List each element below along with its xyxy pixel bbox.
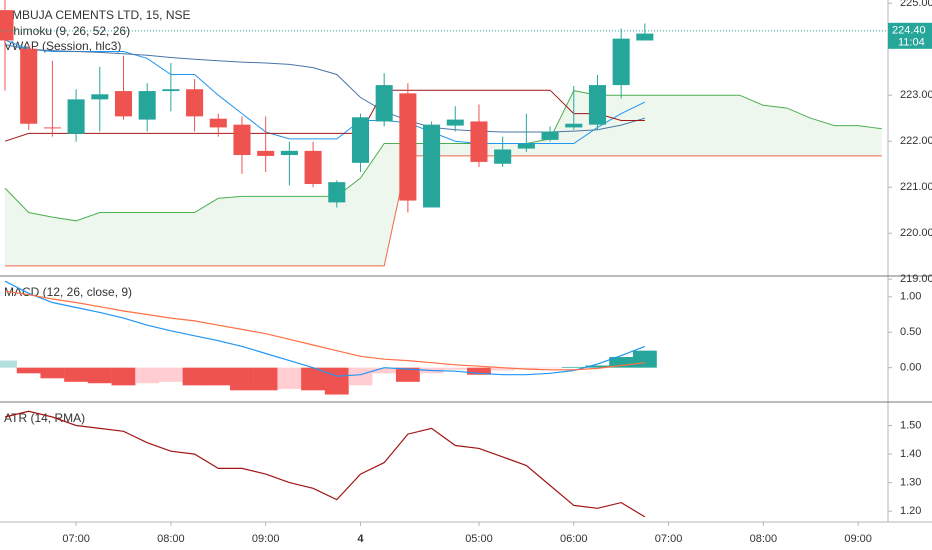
pane-title: ATR (14, RMA) — [4, 411, 85, 425]
y-tick-label: 225.00 — [900, 0, 932, 9]
histogram-bar — [87, 367, 112, 384]
x-tick-label: 08:00 — [157, 533, 185, 545]
histogram-bar — [372, 367, 397, 374]
histogram-bar — [253, 367, 278, 391]
x-tick-label: 05:00 — [465, 533, 493, 545]
candle-body — [636, 33, 654, 41]
histogram-bar — [395, 367, 420, 382]
candle-body — [91, 94, 109, 100]
histogram-bar — [111, 367, 136, 386]
candle-body — [233, 124, 251, 156]
candle-body — [541, 131, 559, 140]
y-tick-label: 221.00 — [900, 181, 932, 193]
candle-body — [257, 150, 275, 156]
histogram-bar — [514, 367, 539, 370]
histogram-bar — [443, 367, 468, 370]
candle-body — [162, 89, 180, 92]
macd-line — [4, 290, 645, 371]
histogram-bar — [561, 366, 586, 368]
x-tick-label: 09:00 — [252, 533, 280, 545]
y-tick-label: 0.00 — [900, 362, 921, 374]
indicator-line — [4, 89, 645, 142]
candle-body — [351, 117, 370, 163]
countdown-label: 11:04 — [898, 37, 925, 49]
histogram-bar — [135, 367, 160, 384]
candle-body — [423, 124, 441, 208]
x-tick-label: 08:00 — [750, 533, 778, 545]
histogram-bar — [40, 367, 65, 379]
histogram-bar — [206, 367, 231, 386]
candle-body — [114, 91, 133, 117]
x-tick-label: 07:00 — [655, 533, 683, 545]
histogram-bar — [585, 365, 610, 368]
indicator-line — [4, 44, 646, 133]
candle-body — [0, 10, 14, 41]
y-tick-label: 1.40 — [900, 448, 921, 460]
last-price-badge — [888, 22, 932, 49]
candle-body — [209, 118, 227, 128]
histogram-bar — [230, 367, 254, 391]
histogram-bar — [632, 350, 657, 368]
histogram-bar — [301, 367, 326, 391]
histogram-bar — [64, 367, 89, 382]
y-tick-label: 1.50 — [900, 419, 921, 431]
candle-body — [612, 38, 630, 86]
atr-line — [4, 410, 646, 518]
y-tick-label: 0.50 — [900, 326, 921, 338]
histogram-bar — [324, 367, 349, 395]
ichimoku-cloud — [5, 90, 882, 266]
candle-body — [446, 119, 464, 126]
histogram-bar — [182, 367, 207, 386]
histogram-bar — [348, 367, 373, 386]
candle-body — [565, 123, 583, 128]
histogram-bar — [467, 367, 491, 375]
candle-body — [186, 89, 204, 117]
candle-body — [470, 121, 488, 162]
pane-title: MACD (12, 26, close, 9) — [4, 285, 132, 299]
candle-body — [43, 127, 61, 129]
indicator-line — [4, 90, 882, 222]
x-tick-label: 09:00 — [844, 533, 872, 545]
x-tick-label: 4 — [357, 533, 364, 545]
y-tick-label: 1.20 — [900, 505, 921, 517]
pane-title: AMBUJA CEMENTS LTD, 15, NSE — [4, 8, 191, 22]
indicator-line — [5, 155, 882, 267]
candle-body — [138, 91, 156, 120]
y-tick-label: 1.00 — [900, 291, 921, 303]
histogram-bar — [538, 367, 563, 369]
macd-line — [4, 280, 646, 377]
y-tick-label: 220.00 — [900, 227, 932, 239]
y-tick-label: 223.00 — [900, 89, 932, 101]
candle-body — [280, 150, 298, 156]
candle-body — [328, 182, 346, 203]
histogram-bar — [490, 367, 515, 371]
candle-body — [494, 149, 512, 164]
y-tick-label: 222.00 — [900, 135, 932, 147]
histogram-bar — [16, 367, 41, 374]
candle-body — [399, 93, 417, 201]
x-tick-label: 07:00 — [62, 533, 90, 545]
y-tick-label: 1.30 — [900, 477, 921, 489]
candle-body — [304, 150, 322, 184]
candle-body — [588, 85, 606, 125]
last-price-label: 224.40 — [892, 25, 926, 37]
y-tick-label: 219.00 — [900, 273, 932, 285]
histogram-bar — [277, 367, 302, 389]
candle-body — [375, 85, 393, 122]
candle-body — [517, 143, 535, 149]
histogram-bar — [609, 357, 634, 368]
x-tick-label: 06:00 — [560, 533, 588, 545]
indicator-line — [4, 39, 646, 144]
histogram-bar — [158, 367, 183, 382]
candle-body — [20, 48, 38, 124]
histogram-bar — [0, 360, 17, 368]
candle-body — [67, 99, 85, 134]
indicator-label: Ichimoku (9, 26, 52, 26) — [4, 24, 130, 38]
